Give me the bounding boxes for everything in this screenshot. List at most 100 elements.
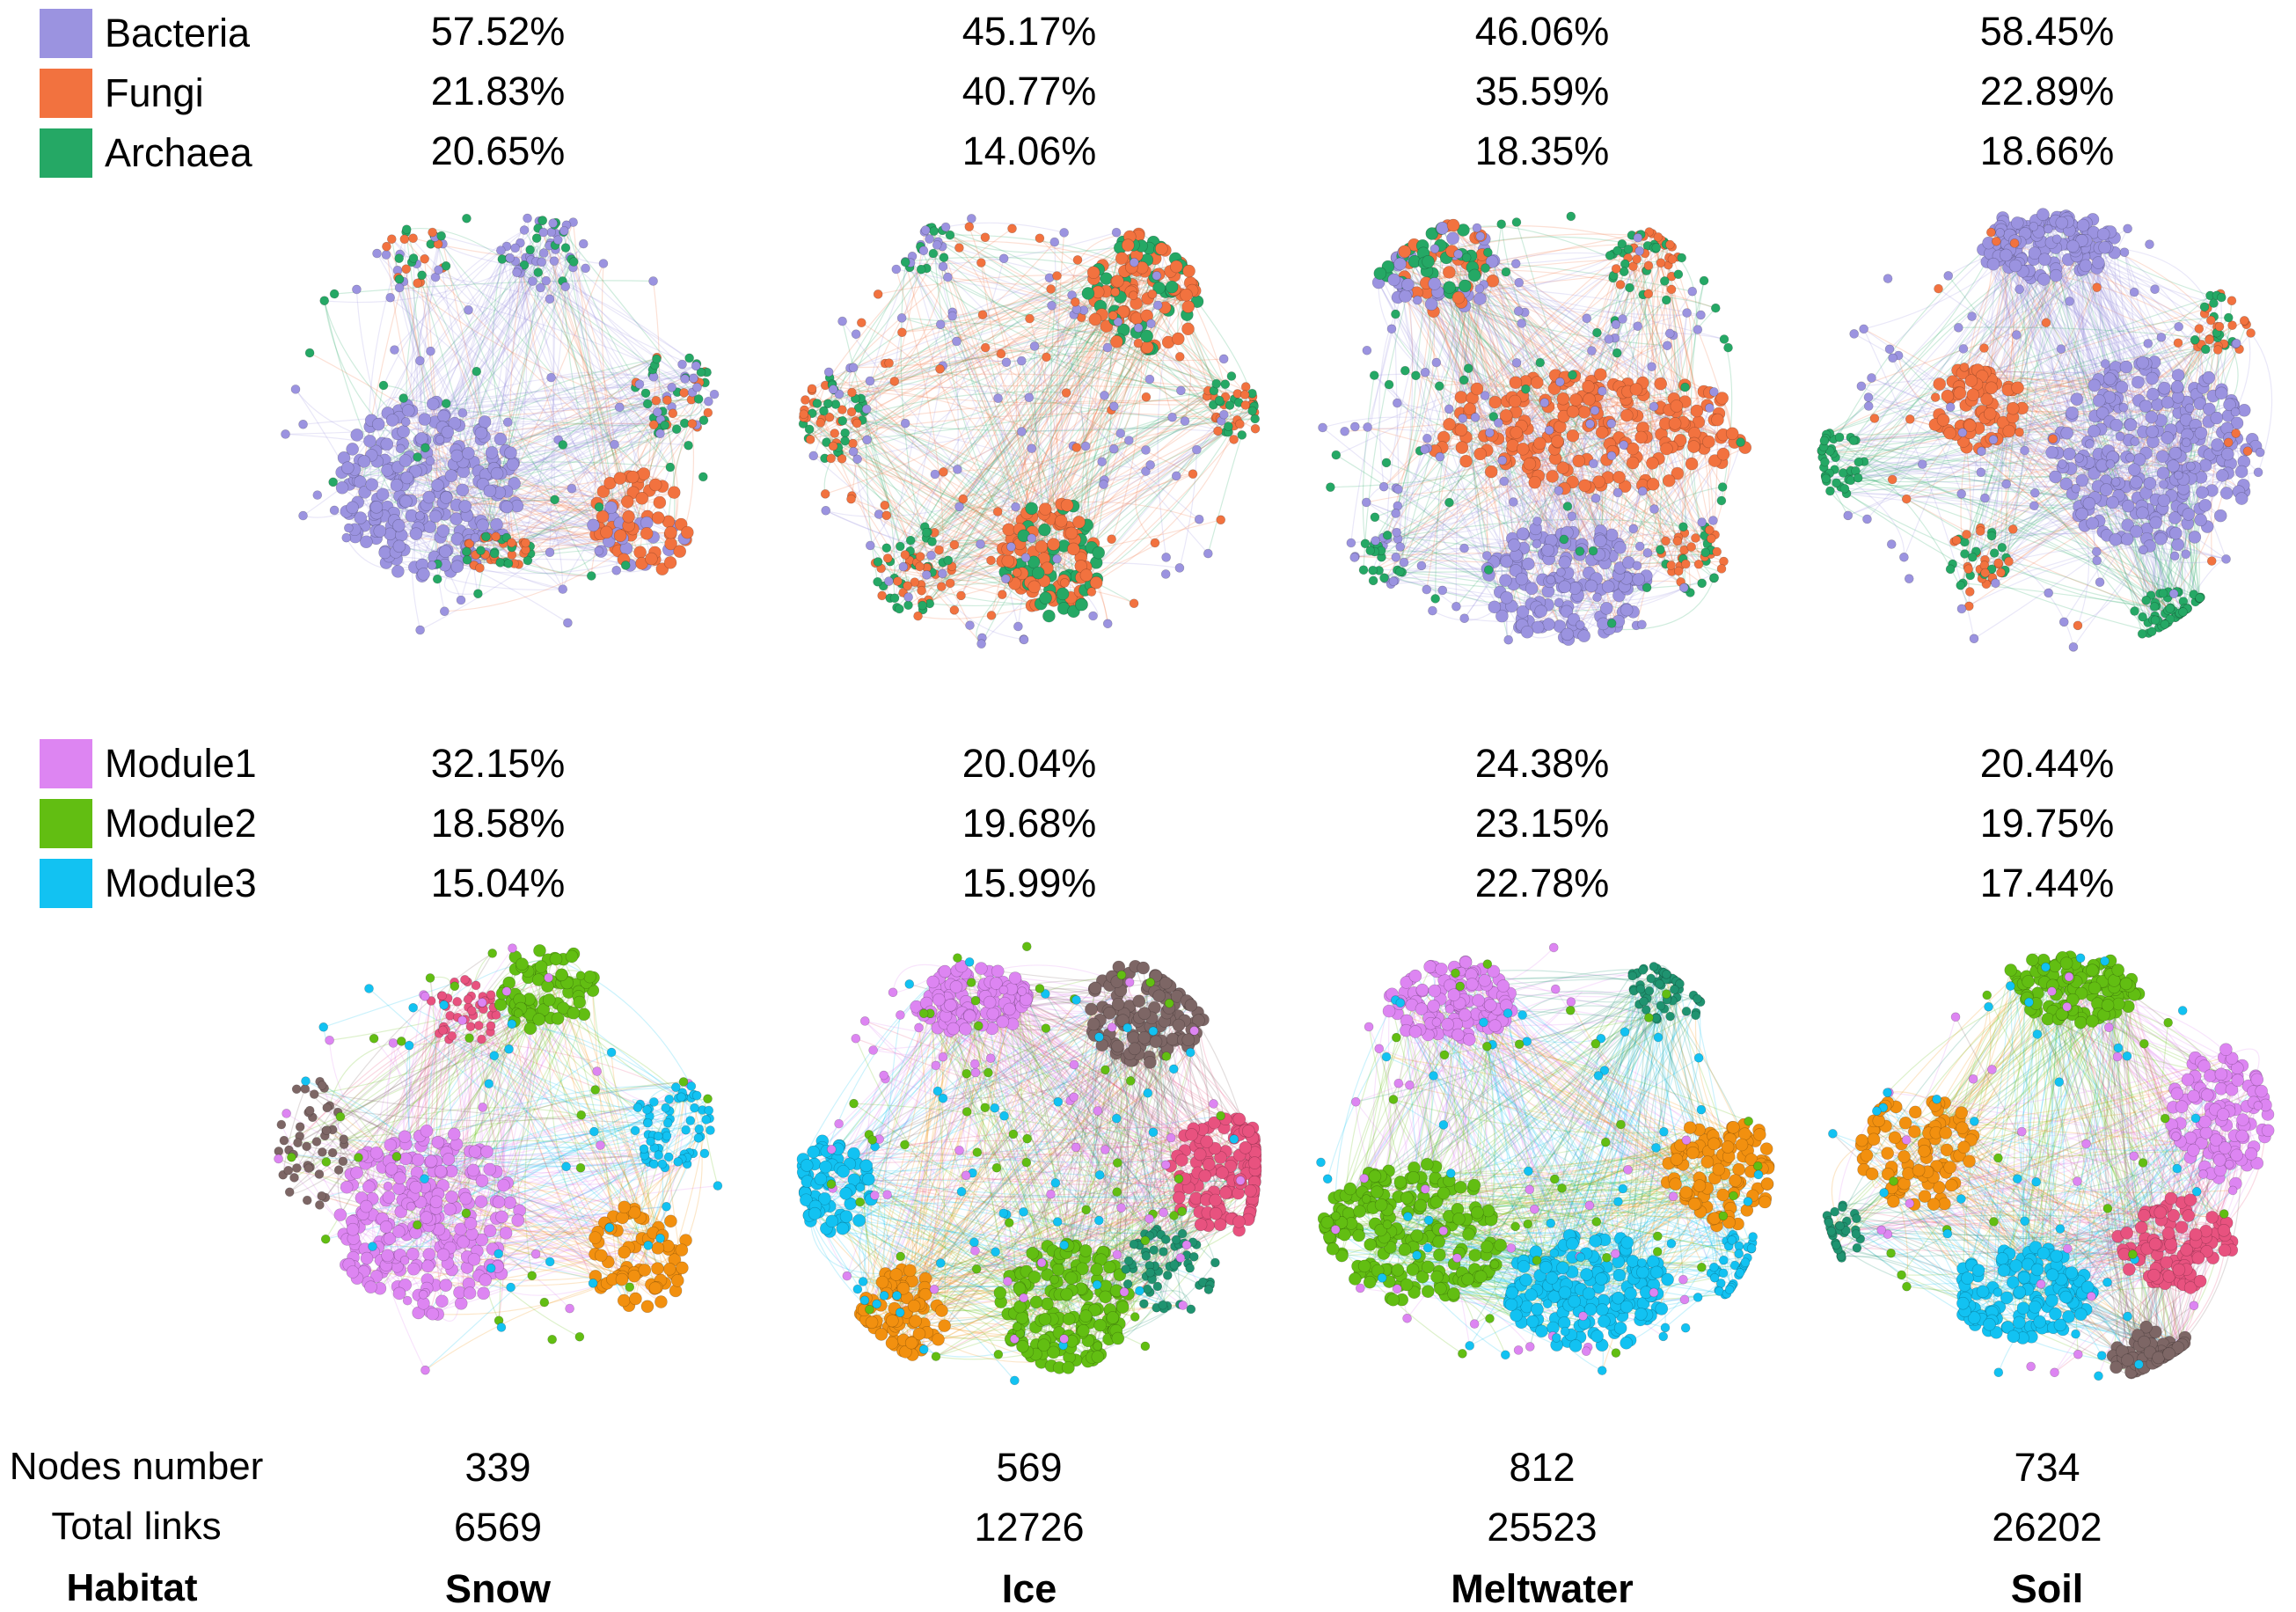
taxa-percentage: 45.17% xyxy=(962,9,1097,55)
network-node xyxy=(652,355,661,363)
network-node xyxy=(1182,323,1195,335)
network-node xyxy=(1143,1285,1152,1293)
network-node xyxy=(423,491,435,503)
network-node xyxy=(1221,380,1230,389)
network-node xyxy=(496,246,505,255)
network-node xyxy=(694,1133,703,1142)
network-node xyxy=(1238,430,1247,439)
network-node xyxy=(595,546,603,555)
network-node xyxy=(1009,1130,1018,1139)
network-node xyxy=(640,1145,648,1154)
network-node xyxy=(401,417,410,426)
network-node xyxy=(419,1290,428,1299)
network-node xyxy=(815,1173,827,1185)
network-node xyxy=(868,1135,877,1144)
network-node xyxy=(1039,502,1051,515)
network-node xyxy=(639,1264,651,1276)
network-node xyxy=(860,1296,869,1305)
network-node xyxy=(884,577,893,586)
network-node xyxy=(1030,341,1039,350)
network-node xyxy=(1060,228,1069,237)
module-percentage: 22.78% xyxy=(1475,861,1610,906)
network-node xyxy=(991,1103,999,1112)
network-node xyxy=(1116,429,1125,437)
network-node xyxy=(862,1173,874,1185)
network-node xyxy=(561,244,570,253)
network-node xyxy=(860,1016,869,1025)
network-node xyxy=(329,478,338,487)
network-node xyxy=(847,407,856,416)
network-node xyxy=(1003,1003,1015,1015)
network-node xyxy=(967,978,976,987)
network-node xyxy=(1003,1277,1012,1286)
network-node xyxy=(463,555,472,564)
network-node xyxy=(559,441,567,450)
network-node xyxy=(998,590,1006,599)
network-node xyxy=(1017,356,1026,365)
network-node xyxy=(526,245,535,254)
network-node xyxy=(625,1283,634,1292)
module-percentage: 32.15% xyxy=(431,741,566,787)
network-node xyxy=(593,1067,602,1076)
network-node xyxy=(472,367,481,376)
network-node xyxy=(915,1023,924,1032)
legend-label: Module3 xyxy=(105,861,257,906)
network-node xyxy=(1013,1282,1026,1294)
network-node xyxy=(664,556,676,568)
network-node xyxy=(1100,1146,1109,1154)
network-node xyxy=(523,214,532,223)
network-node xyxy=(895,604,903,613)
network-node xyxy=(649,1282,662,1294)
network-node xyxy=(1130,599,1138,608)
network-node xyxy=(849,363,858,372)
network-node xyxy=(866,377,874,385)
network-node xyxy=(595,502,603,511)
network-node xyxy=(599,259,608,267)
network-node xyxy=(897,328,906,337)
network-node xyxy=(886,1337,898,1349)
network-node xyxy=(493,1196,505,1208)
network-node xyxy=(282,1109,291,1117)
network-node xyxy=(1100,1066,1109,1074)
network-node xyxy=(1201,1136,1213,1148)
network-node xyxy=(919,1345,928,1354)
network-node xyxy=(669,409,677,418)
network-node xyxy=(1192,445,1201,454)
network-node xyxy=(484,485,496,497)
network-node xyxy=(618,1246,631,1258)
network-node xyxy=(916,562,925,571)
network-node xyxy=(413,452,422,461)
network-node xyxy=(600,526,612,539)
network-node xyxy=(445,470,457,482)
network-node xyxy=(538,216,547,225)
network-node xyxy=(370,501,383,513)
taxa-percentage: 46.06% xyxy=(1475,9,1610,55)
network-node xyxy=(1232,1215,1245,1227)
network-node xyxy=(631,1126,640,1135)
network-node xyxy=(1032,567,1044,579)
network-node xyxy=(1112,998,1124,1010)
network-node xyxy=(919,1009,928,1018)
network-node xyxy=(1224,422,1232,431)
network-node xyxy=(561,282,570,291)
network-node xyxy=(1073,255,1082,264)
network-node xyxy=(390,346,399,355)
network-node xyxy=(448,1031,457,1040)
network-node xyxy=(654,1296,667,1308)
network-node xyxy=(932,1352,940,1361)
network-node xyxy=(415,356,424,365)
network-node xyxy=(1153,990,1166,1002)
network-node xyxy=(478,998,486,1007)
network-node xyxy=(513,268,522,277)
network-node xyxy=(596,1141,604,1150)
network-node xyxy=(507,1283,516,1292)
network-node xyxy=(1095,1170,1104,1179)
network-node xyxy=(822,506,830,515)
legend-label: Module1 xyxy=(105,741,257,787)
network-node xyxy=(970,1059,979,1068)
network-node xyxy=(987,611,996,619)
network-node xyxy=(1017,428,1026,436)
network-node xyxy=(426,457,435,465)
network-node xyxy=(396,444,405,453)
network-node xyxy=(1071,297,1079,306)
